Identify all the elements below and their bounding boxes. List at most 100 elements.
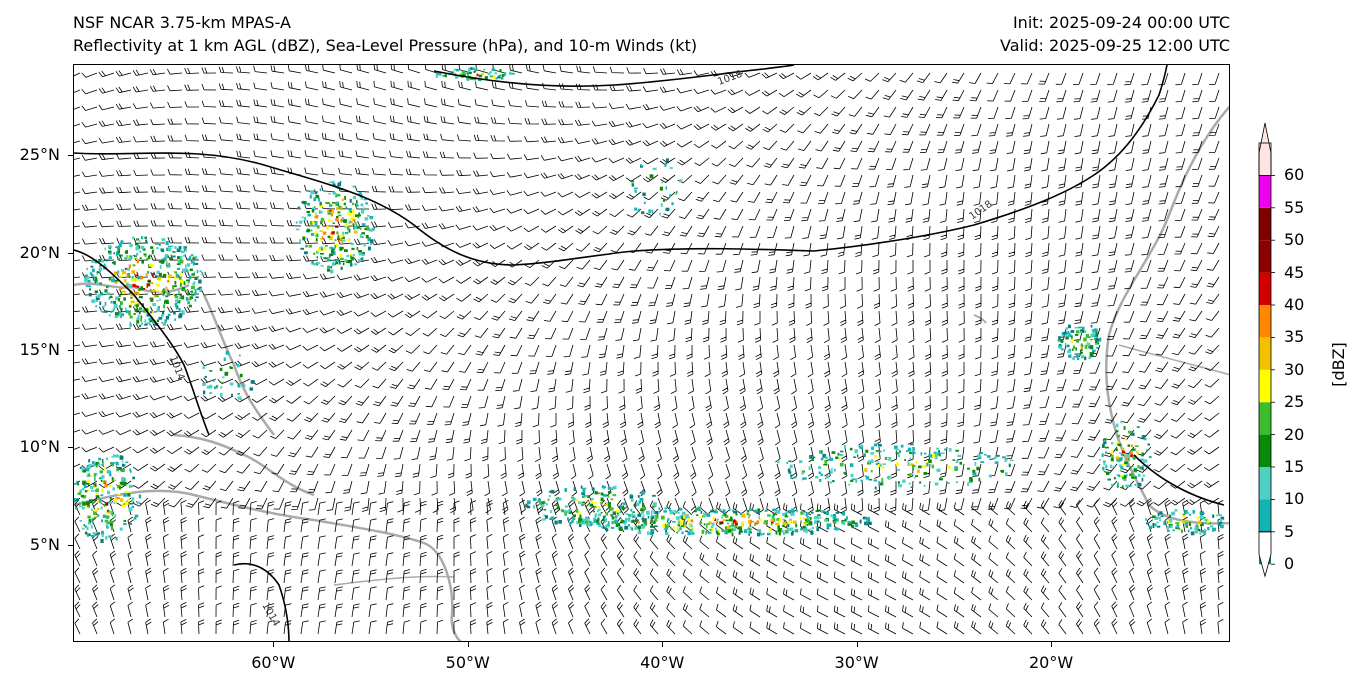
reflectivity-pixel: [637, 525, 641, 529]
reflectivity-pixel: [348, 208, 352, 212]
reflectivity-pixel: [1123, 475, 1127, 479]
reflectivity-pixel: [775, 522, 779, 526]
x-tick-label: 40°W: [640, 653, 685, 672]
reflectivity-pixel: [1152, 524, 1155, 528]
reflectivity-pixel: [139, 250, 142, 253]
reflectivity-pixel: [304, 216, 307, 221]
reflectivity-pixel: [1163, 521, 1166, 526]
reflectivity-pixel: [776, 510, 780, 514]
reflectivity-pixel: [605, 518, 607, 523]
reflectivity-pixel: [601, 518, 605, 522]
reflectivity-pixel: [75, 498, 79, 502]
reflectivity-pixel: [1067, 350, 1071, 354]
reflectivity-pixel: [152, 249, 155, 252]
reflectivity-pixel: [161, 238, 166, 241]
reflectivity-pixel: [862, 516, 867, 520]
reflectivity-pixel: [1143, 459, 1148, 463]
reflectivity-pixel: [1009, 459, 1014, 462]
reflectivity-pixel: [1103, 461, 1106, 465]
reflectivity-pixel: [894, 445, 898, 450]
reflectivity-pixel: [1089, 352, 1094, 357]
reflectivity-pixel: [1204, 518, 1208, 522]
reflectivity-pixel: [578, 518, 583, 521]
reflectivity-pixel: [103, 503, 106, 507]
reflectivity-pixel: [689, 524, 691, 529]
y-tick-mark: [68, 252, 73, 254]
reflectivity-pixel: [859, 446, 864, 450]
y-tick-mark: [68, 350, 73, 352]
reflectivity-pixel: [548, 490, 553, 493]
reflectivity-pixel: [1063, 331, 1067, 335]
reflectivity-pixel: [119, 244, 122, 248]
reflectivity-pixel: [967, 467, 970, 470]
reflectivity-pixel: [93, 461, 96, 466]
reflectivity-pixel: [791, 532, 794, 536]
reflectivity-pixel: [784, 515, 789, 518]
reflectivity-pixel: [1084, 344, 1088, 349]
reflectivity-pixel: [726, 525, 730, 530]
reflectivity-pixel: [341, 241, 343, 244]
reflectivity-pixel: [583, 518, 587, 522]
reflectivity-pixel: [1140, 466, 1144, 470]
reflectivity-pixel: [1212, 527, 1216, 532]
reflectivity-pixel: [1081, 326, 1085, 330]
reflectivity-pixel: [1068, 354, 1072, 358]
reflectivity-pixel: [955, 449, 959, 452]
reflectivity-pixel: [1147, 443, 1150, 446]
reflectivity-pixel: [117, 467, 122, 470]
reflectivity-pixel: [314, 214, 319, 219]
reflectivity-pixel: [455, 69, 460, 72]
reflectivity-pixel: [1189, 527, 1193, 530]
reflectivity-pixel: [881, 477, 884, 482]
colorbar-bin: [1259, 272, 1271, 305]
reflectivity-pixel: [777, 525, 780, 530]
reflectivity-pixel: [788, 509, 791, 513]
reflectivity-pixel: [320, 217, 324, 220]
reflectivity-pixel: [665, 525, 669, 528]
reflectivity-pixel: [855, 478, 858, 482]
reflectivity-pixel: [99, 309, 103, 312]
reflectivity-pixel: [117, 493, 121, 496]
reflectivity-pixel: [313, 252, 316, 255]
reflectivity-pixel: [178, 276, 182, 280]
reflectivity-pixel: [170, 245, 174, 247]
reflectivity-pixel: [1008, 463, 1011, 468]
reflectivity-pixel: [908, 482, 911, 485]
reflectivity-pixel: [1091, 349, 1094, 351]
reflectivity-pixel: [172, 292, 175, 296]
reflectivity-pixel: [359, 191, 362, 196]
reflectivity-pixel: [120, 313, 125, 317]
reflectivity-pixel: [80, 494, 84, 498]
reflectivity-pixel: [176, 277, 180, 279]
reflectivity-pixel: [1080, 346, 1083, 349]
reflectivity-pixel: [167, 245, 172, 248]
reflectivity-pixel: [299, 221, 302, 224]
reflectivity-pixel: [361, 232, 365, 235]
reflectivity-pixel: [868, 460, 871, 464]
reflectivity-pixel: [95, 300, 98, 302]
reflectivity-pixel: [787, 520, 792, 523]
reflectivity-pixel: [1109, 464, 1113, 469]
reflectivity-pixel: [109, 536, 113, 539]
reflectivity-pixel: [115, 454, 119, 458]
reflectivity-pixel: [581, 503, 584, 507]
reflectivity-pixel: [1095, 338, 1100, 342]
reflectivity-pixel: [801, 477, 804, 481]
reflectivity-pixel: [748, 531, 751, 534]
reflectivity-pixel: [660, 515, 665, 520]
reflectivity-pixel: [804, 526, 808, 530]
reflectivity-pixel: [1141, 452, 1144, 457]
reflectivity-pixel: [772, 513, 775, 516]
reflectivity-pixel: [1123, 426, 1126, 430]
reflectivity-pixel: [220, 392, 223, 397]
reflectivity-pixel: [1074, 326, 1079, 329]
reflectivity-pixel: [936, 447, 940, 450]
reflectivity-pixel: [347, 226, 350, 231]
reflectivity-pixel: [1115, 430, 1119, 433]
reflectivity-pixel: [637, 513, 642, 517]
reflectivity-pixel: [1066, 344, 1068, 348]
reflectivity-pixel: [1175, 526, 1179, 530]
reflectivity-pixel: [1134, 483, 1137, 486]
reflectivity-pixel: [113, 498, 117, 503]
reflectivity-pixel: [624, 522, 627, 525]
